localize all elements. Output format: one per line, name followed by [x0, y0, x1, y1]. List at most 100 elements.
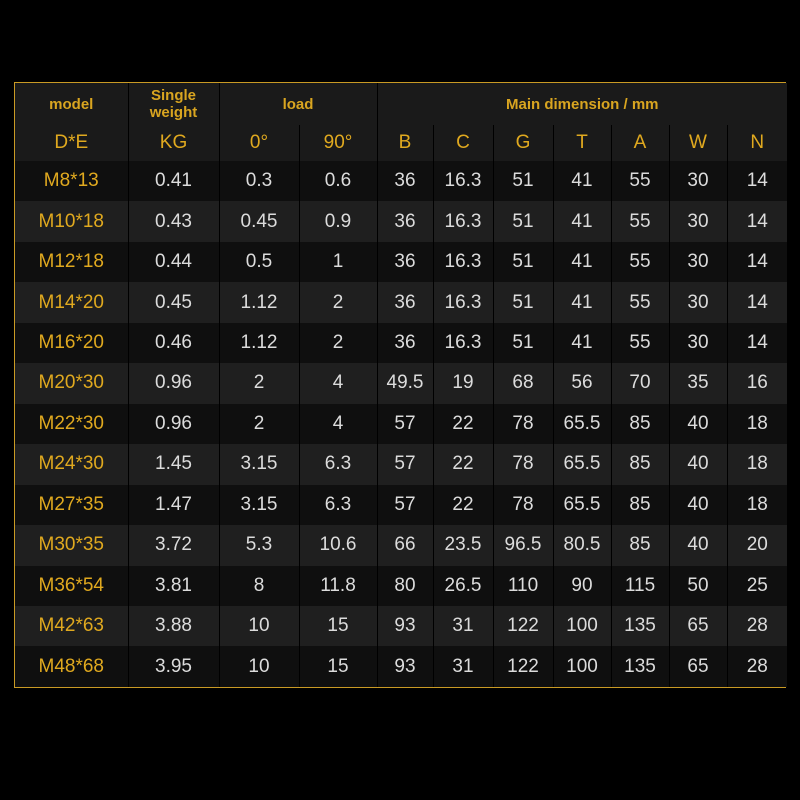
value-cell: 0.96: [127, 403, 219, 445]
value-cell: 14: [726, 201, 788, 242]
value-cell: 35: [668, 363, 727, 404]
value-cell: 18: [726, 403, 788, 445]
value-cell: 8: [218, 565, 299, 606]
value-cell: 78: [492, 444, 553, 485]
data-row: M22*30 0.96 2 4 57 22 78 65.5 85 40 18: [15, 403, 788, 445]
value-cell: 2: [218, 363, 299, 404]
value-cell: 2: [298, 282, 377, 323]
value-cell: 14: [726, 322, 788, 364]
value-cell: 16: [726, 363, 788, 404]
value-cell: 0.44: [127, 241, 219, 283]
data-row: M12*18 0.44 0.5 1 36 16.3 51 41 55 30 14: [15, 241, 788, 283]
header-cell: Main dimension / mm: [376, 83, 788, 125]
value-cell: 90: [552, 565, 611, 606]
value-cell: 16.3: [432, 241, 493, 283]
value-cell: 93: [376, 605, 433, 647]
value-cell: 65: [668, 646, 727, 687]
value-cell: 110: [492, 565, 553, 606]
value-cell: 26.5: [432, 565, 493, 606]
model-cell: M10*18: [15, 201, 128, 242]
model-cell: M20*30: [15, 363, 128, 404]
value-cell: 16.3: [432, 322, 493, 364]
spec-table: model Single weight load Main dimension / m…: [14, 82, 788, 688]
header-cell: Single weight: [127, 83, 219, 125]
unit-cell: T: [552, 125, 611, 161]
model-cell: M8*13: [15, 161, 128, 202]
model-cell: M42*63: [15, 605, 128, 647]
value-cell: 3.95: [127, 646, 219, 687]
unit-cell: G: [492, 125, 553, 161]
value-cell: 41: [552, 322, 611, 364]
value-cell: 122: [492, 605, 553, 647]
value-cell: 55: [610, 322, 669, 364]
model-cell: M27*35: [15, 484, 128, 526]
value-cell: 0.45: [218, 201, 299, 242]
value-cell: 30: [668, 322, 727, 364]
model-cell: M22*30: [15, 403, 128, 445]
value-cell: 20: [726, 525, 788, 566]
value-cell: 135: [610, 646, 669, 687]
value-cell: 1.47: [127, 484, 219, 526]
value-cell: 40: [668, 444, 727, 485]
value-cell: 15: [298, 646, 377, 687]
value-cell: 3.15: [218, 444, 299, 485]
value-cell: 57: [376, 444, 433, 485]
value-cell: 11.8: [298, 565, 377, 606]
value-cell: 85: [610, 444, 669, 485]
value-cell: 96.5: [492, 525, 553, 566]
value-cell: 30: [668, 161, 727, 202]
value-cell: 85: [610, 403, 669, 445]
value-cell: 57: [376, 403, 433, 445]
value-cell: 78: [492, 403, 553, 445]
value-cell: 22: [432, 484, 493, 526]
value-cell: 115: [610, 565, 669, 606]
value-cell: 30: [668, 282, 727, 323]
value-cell: 28: [726, 646, 788, 687]
value-cell: 49.5: [376, 363, 433, 404]
model-cell: M12*18: [15, 241, 128, 283]
value-cell: 14: [726, 282, 788, 323]
unit-cell: A: [610, 125, 669, 161]
value-cell: 41: [552, 241, 611, 283]
value-cell: 51: [492, 241, 553, 283]
value-cell: 0.3: [218, 161, 299, 202]
value-cell: 41: [552, 161, 611, 202]
value-cell: 1: [298, 241, 377, 283]
unit-cell: KG: [127, 125, 219, 161]
value-cell: 0.43: [127, 201, 219, 242]
value-cell: 40: [668, 525, 727, 566]
value-cell: 36: [376, 282, 433, 323]
value-cell: 14: [726, 241, 788, 283]
header-cell: model: [15, 83, 128, 125]
value-cell: 1.45: [127, 444, 219, 485]
value-cell: 65: [668, 605, 727, 647]
value-cell: 0.96: [127, 363, 219, 404]
value-cell: 93: [376, 646, 433, 687]
value-cell: 36: [376, 161, 433, 202]
value-cell: 6.3: [298, 484, 377, 526]
value-cell: 19: [432, 363, 493, 404]
value-cell: 51: [492, 201, 553, 242]
value-cell: 122: [492, 646, 553, 687]
data-row: M48*68 3.95 10 15 93 31 122 100 135 65 28: [15, 646, 788, 687]
unit-cell: W: [668, 125, 727, 161]
data-row: M14*20 0.45 1.12 2 36 16.3 51 41 55 30 14: [15, 282, 788, 323]
value-cell: 0.6: [298, 161, 377, 202]
header-cell: load: [218, 83, 377, 125]
value-cell: 100: [552, 646, 611, 687]
value-cell: 135: [610, 605, 669, 647]
data-row: M10*18 0.43 0.45 0.9 36 16.3 51 41 55 30 14: [15, 201, 788, 242]
value-cell: 57: [376, 484, 433, 526]
value-cell: 10.6: [298, 525, 377, 566]
value-cell: 10: [218, 646, 299, 687]
value-cell: 1.12: [218, 322, 299, 364]
unit-cell: 90°: [298, 125, 377, 161]
value-cell: 30: [668, 201, 727, 242]
value-cell: 3.88: [127, 605, 219, 647]
model-cell: M30*35: [15, 525, 128, 566]
data-row: M8*13 0.41 0.3 0.6 36 16.3 51 41 55 30 14: [15, 161, 788, 202]
value-cell: 100: [552, 605, 611, 647]
value-cell: 85: [610, 525, 669, 566]
data-row: M24*30 1.45 3.15 6.3 57 22 78 65.5 85 40 18: [15, 444, 788, 485]
